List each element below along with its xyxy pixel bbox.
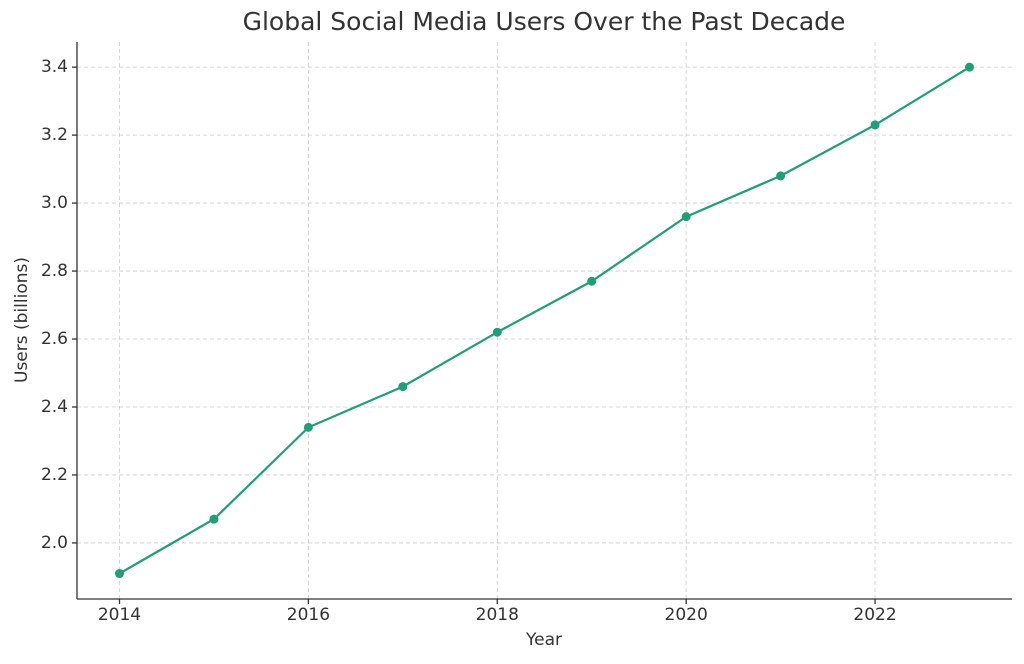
point [398,382,408,392]
y-axis-label: Users (billions) [12,257,32,383]
y-tick-label: 2.8 [41,261,68,281]
point [681,212,691,222]
chart-title: Global Social Media Users Over the Past … [243,7,846,36]
point [115,569,124,579]
line [118,66,971,575]
y-tick-label: 3.2 [41,125,68,145]
y-tick-label: 2.0 [41,533,68,553]
point [492,327,502,337]
x-tick-label: 2018 [476,605,519,625]
x-tick-label: 2020 [665,605,708,625]
point [587,276,597,286]
point [209,514,219,524]
point [870,120,880,130]
y-tick-label: 2.4 [41,397,68,417]
x-tick-label: 2022 [853,605,896,625]
point [965,62,974,72]
y-tick-label: 2.6 [41,329,68,349]
y-tick-label: 3.0 [41,193,68,213]
x-tick-label: 2014 [98,605,141,625]
x-tick-label: 2016 [287,605,330,625]
y-tick-label: 3.4 [41,57,68,77]
y-tick-label: 2.2 [41,465,68,485]
point [303,422,313,432]
point [776,171,786,181]
x-axis-label: Year [525,630,562,650]
